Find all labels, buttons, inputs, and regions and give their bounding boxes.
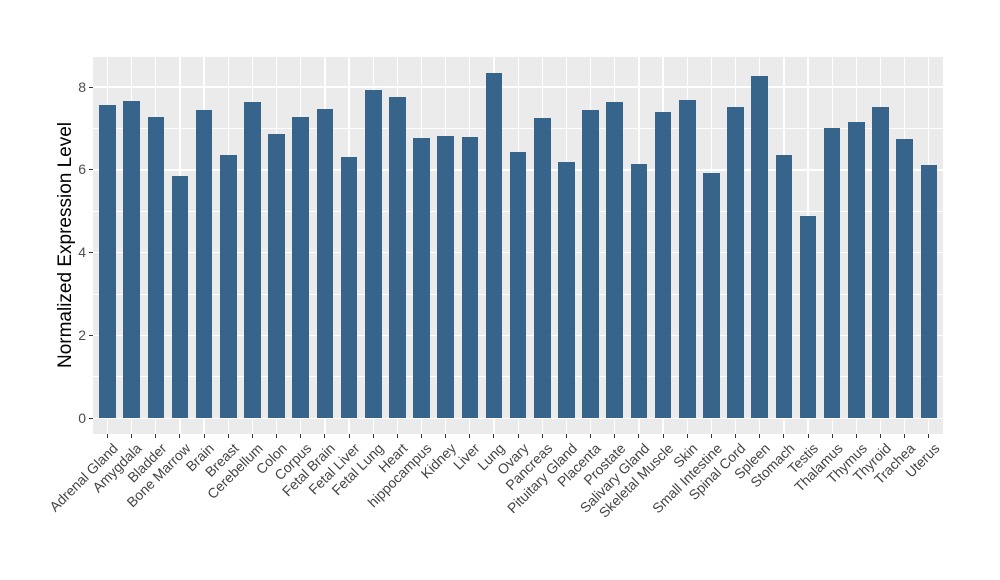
x-tick-mark — [372, 433, 374, 438]
x-tick-mark — [396, 433, 398, 438]
x-tick-mark — [662, 433, 664, 438]
bar — [775, 155, 793, 419]
bar — [123, 101, 140, 419]
bar — [389, 97, 406, 419]
x-tick-mark — [300, 433, 302, 438]
x-tick-mark — [276, 433, 278, 438]
x-tick-mark — [421, 433, 423, 438]
y-tick-label: 2 — [78, 326, 86, 343]
x-tick-mark — [759, 433, 761, 438]
y-tick-label: 4 — [78, 244, 86, 261]
x-tick-mark — [831, 433, 833, 438]
bar — [437, 135, 454, 419]
y-tick-label: 6 — [78, 161, 86, 178]
bar — [654, 111, 672, 419]
x-tick-mark — [203, 433, 205, 438]
bar — [99, 104, 116, 419]
x-tick-mark — [106, 433, 108, 438]
bar — [219, 154, 237, 419]
plot-panel — [93, 56, 944, 434]
y-tick-mark — [89, 417, 93, 419]
y-tick-mark — [89, 334, 93, 336]
x-tick-mark — [469, 433, 471, 438]
bar — [413, 138, 430, 419]
bar — [558, 161, 575, 419]
x-tick-label: Liver — [450, 439, 484, 473]
x-tick-mark — [517, 433, 519, 438]
x-tick-mark — [638, 433, 640, 438]
x-tick-mark — [131, 433, 133, 438]
x-tick-mark — [324, 433, 326, 438]
x-tick-mark — [179, 433, 181, 438]
bar — [606, 102, 624, 419]
bar — [534, 117, 551, 419]
bar — [799, 216, 817, 419]
x-tick-mark — [904, 433, 906, 438]
x-tick-mark — [348, 433, 350, 438]
y-tick-mark — [89, 252, 93, 254]
x-tick-mark — [783, 433, 785, 438]
bar — [340, 156, 358, 419]
x-tick-mark — [879, 433, 881, 438]
x-tick-mark — [445, 433, 447, 438]
bar — [727, 106, 744, 419]
bar — [244, 102, 261, 419]
y-tick-label: 8 — [78, 78, 86, 95]
bar — [292, 116, 310, 419]
bar — [485, 73, 503, 419]
bar — [461, 136, 479, 419]
x-tick-mark — [155, 433, 157, 438]
x-tick-mark — [686, 433, 688, 438]
x-tick-mark — [493, 433, 495, 438]
x-tick-mark — [710, 433, 712, 438]
x-tick-mark — [735, 433, 737, 438]
bar — [171, 175, 189, 419]
bar — [703, 172, 720, 419]
bar — [147, 116, 165, 419]
bar — [678, 99, 696, 419]
bar — [364, 89, 382, 419]
bar — [195, 109, 213, 419]
bar — [848, 121, 865, 419]
bar — [509, 151, 527, 419]
x-tick-mark — [227, 433, 229, 438]
bar — [316, 109, 334, 419]
x-tick-mark — [541, 433, 543, 438]
y-tick-mark — [89, 169, 93, 171]
x-tick-mark — [928, 433, 930, 438]
x-tick-mark — [590, 433, 592, 438]
bar — [823, 127, 841, 419]
x-tick-mark — [614, 433, 616, 438]
x-tick-mark — [565, 433, 567, 438]
bar — [582, 110, 599, 419]
bar — [268, 133, 285, 419]
x-tick-mark — [855, 433, 857, 438]
bar — [630, 163, 648, 419]
bar — [751, 75, 768, 419]
x-tick-mark — [251, 433, 253, 438]
x-tick-mark — [807, 433, 809, 438]
y-tick-mark — [89, 86, 93, 88]
bar — [920, 164, 938, 419]
y-tick-label: 0 — [78, 409, 86, 426]
bar — [872, 106, 889, 419]
bar — [896, 139, 913, 419]
